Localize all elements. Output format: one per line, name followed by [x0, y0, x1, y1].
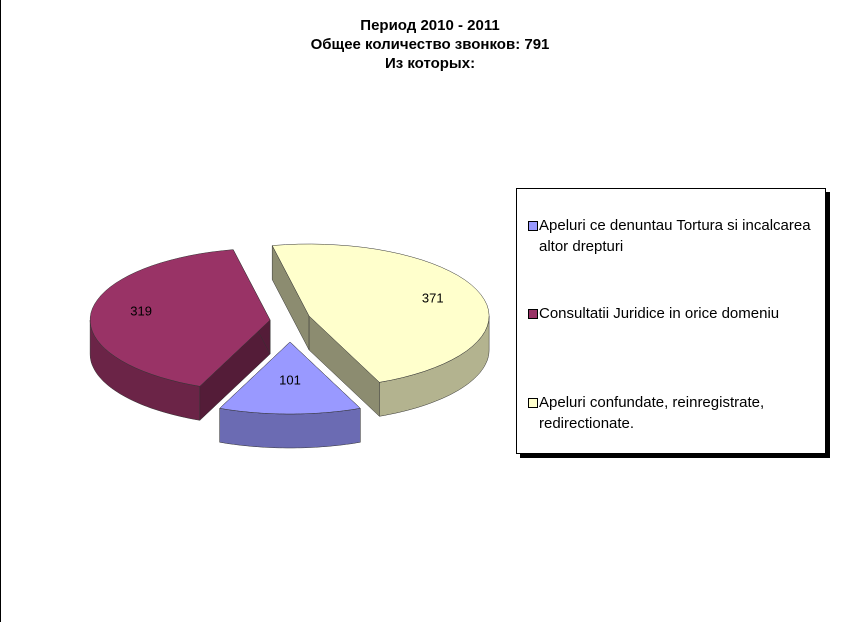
data-label: 101: [279, 373, 301, 388]
data-label: 371: [422, 291, 444, 306]
legend-label: Consultatii Juridice in orice domeniu: [539, 305, 780, 322]
legend-item: Apeluri confundate, reinregistrate, redi…: [525, 392, 817, 434]
slice: [271, 243, 490, 383]
slice-wall: [219, 408, 361, 449]
chart-title: Общее количество звонков: 791: [311, 36, 550, 53]
legend: Apeluri ce denuntau Tortura si incalcare…: [516, 188, 826, 454]
slice: [89, 249, 271, 387]
chart-title: Период 2010 - 2011: [360, 17, 499, 34]
legend-label: Apeluri ce denuntau Tortura si incalcare…: [539, 217, 811, 255]
data-label: 319: [130, 303, 152, 318]
legend-label: Apeluri confundate, reinregistrate, redi…: [539, 394, 765, 432]
legend-item: Consultatii Juridice in orice domeniu: [525, 303, 817, 324]
slice: [219, 341, 361, 415]
legend-swatch: [528, 221, 538, 231]
chart-title: Из которых:: [385, 55, 475, 72]
legend-swatch: [528, 309, 538, 319]
legend-item: Apeluri ce denuntau Tortura si incalcare…: [525, 215, 817, 257]
legend-swatch: [528, 398, 538, 408]
